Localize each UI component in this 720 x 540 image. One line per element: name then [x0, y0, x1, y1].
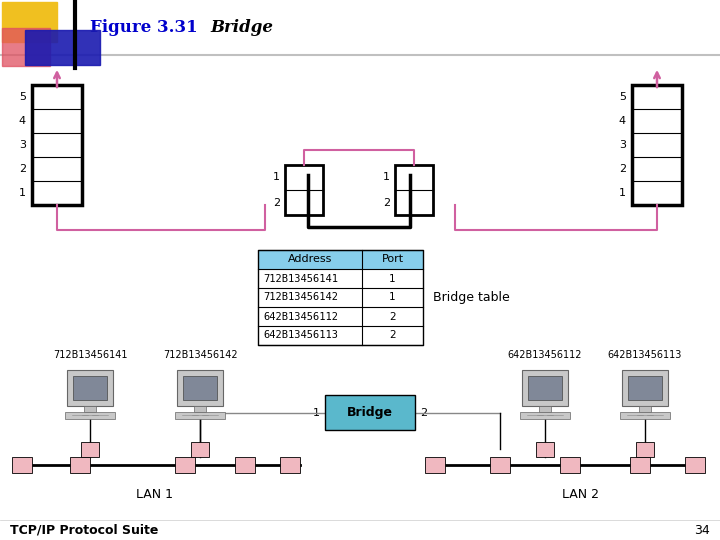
Bar: [395, 165, 433, 215]
Bar: [325, 395, 415, 430]
Bar: [73, 376, 107, 400]
Text: 2: 2: [390, 312, 396, 321]
Text: 1: 1: [383, 172, 390, 183]
Bar: [639, 406, 651, 412]
Text: 712B13456141: 712B13456141: [263, 273, 338, 284]
Bar: [528, 376, 562, 400]
Bar: [258, 250, 423, 345]
Bar: [12, 457, 32, 473]
Bar: [490, 457, 510, 473]
Text: 2: 2: [420, 408, 427, 417]
Bar: [632, 85, 682, 205]
Bar: [685, 457, 705, 473]
Text: 712B13456142: 712B13456142: [263, 293, 338, 302]
Bar: [25, 30, 100, 65]
Bar: [425, 457, 445, 473]
Text: 5: 5: [19, 92, 26, 102]
Text: 4: 4: [619, 116, 626, 126]
Bar: [184, 376, 217, 400]
Text: 642B13456112: 642B13456112: [263, 312, 338, 321]
Text: 3: 3: [619, 140, 626, 150]
Text: 1: 1: [390, 293, 396, 302]
Bar: [539, 406, 551, 412]
Bar: [536, 442, 554, 456]
Bar: [2, 28, 50, 66]
Bar: [235, 457, 255, 473]
Bar: [175, 457, 195, 473]
Text: 642B13456112: 642B13456112: [508, 350, 582, 360]
Bar: [620, 412, 670, 419]
Bar: [560, 457, 580, 473]
Bar: [2, 2, 57, 42]
Bar: [520, 412, 570, 419]
Bar: [285, 165, 323, 215]
Bar: [191, 442, 209, 456]
Bar: [175, 412, 225, 419]
Text: 642B13456113: 642B13456113: [608, 350, 682, 360]
Text: 712B13456142: 712B13456142: [163, 350, 238, 360]
Text: 1: 1: [390, 273, 396, 284]
Text: 2: 2: [383, 198, 390, 207]
Bar: [67, 370, 113, 406]
Text: 2: 2: [273, 198, 280, 207]
Text: Port: Port: [382, 254, 403, 265]
Bar: [258, 269, 423, 345]
Bar: [280, 457, 300, 473]
Bar: [32, 85, 82, 205]
Text: 1: 1: [313, 408, 320, 417]
Text: 34: 34: [694, 523, 710, 537]
Bar: [84, 406, 96, 412]
Bar: [622, 370, 668, 406]
Text: Bridge: Bridge: [210, 19, 273, 37]
Text: Bridge: Bridge: [347, 406, 393, 419]
Text: 3: 3: [19, 140, 26, 150]
Bar: [522, 370, 568, 406]
Text: 4: 4: [19, 116, 26, 126]
Bar: [636, 442, 654, 456]
Bar: [81, 442, 99, 456]
Bar: [258, 250, 423, 269]
Text: 5: 5: [619, 92, 626, 102]
Text: 2: 2: [19, 164, 26, 174]
Text: TCP/IP Protocol Suite: TCP/IP Protocol Suite: [10, 523, 158, 537]
Text: 2: 2: [619, 164, 626, 174]
Text: LAN 1: LAN 1: [137, 489, 174, 502]
Text: Address: Address: [288, 254, 332, 265]
Text: 1: 1: [273, 172, 280, 183]
Text: 1: 1: [619, 188, 626, 198]
Text: Figure 3.31: Figure 3.31: [90, 19, 197, 37]
Text: 642B13456113: 642B13456113: [263, 330, 338, 341]
Bar: [629, 376, 662, 400]
Text: 712B13456141: 712B13456141: [53, 350, 127, 360]
Text: 1: 1: [19, 188, 26, 198]
Text: LAN 2: LAN 2: [562, 489, 598, 502]
Bar: [630, 457, 650, 473]
Bar: [65, 412, 115, 419]
Text: Bridge table: Bridge table: [433, 291, 510, 304]
Bar: [177, 370, 223, 406]
Text: 2: 2: [390, 330, 396, 341]
Bar: [194, 406, 206, 412]
Bar: [70, 457, 90, 473]
